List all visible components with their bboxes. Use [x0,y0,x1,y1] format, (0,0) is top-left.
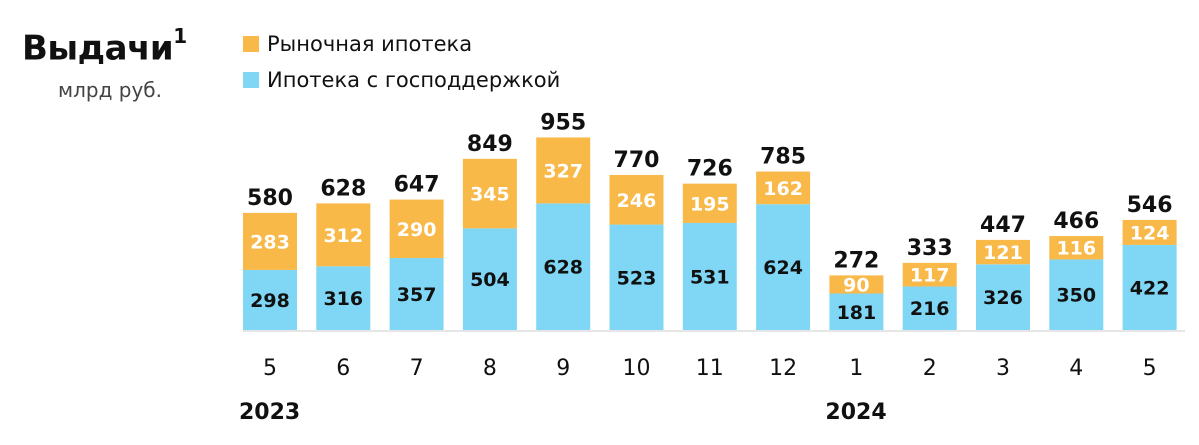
total-label-5: 770 [614,148,660,173]
total-label-10: 447 [980,213,1026,238]
value-label-state-5: 523 [617,267,657,289]
value-label-state-2: 357 [397,284,437,306]
bar-state-1 [316,266,371,330]
bar-market-6 [682,183,737,223]
bar-market-3 [462,158,517,229]
bar-state-6 [682,222,737,330]
bar-market-4 [536,137,591,204]
bar-state-9 [902,286,957,330]
year-label-2023: 2023 [239,400,301,425]
bar-state-4 [536,203,591,330]
value-label-state-12: 422 [1130,277,1170,299]
bar-state-2 [389,258,444,330]
value-label-market-0: 283 [250,231,290,253]
bar-state-0 [243,269,297,330]
x-tick-label-0: 5 [263,356,277,381]
legend-swatch-state [243,72,259,88]
value-label-state-0: 298 [250,290,290,312]
bar-market-9 [902,262,957,287]
value-label-state-8: 181 [837,302,877,324]
value-label-state-7: 624 [763,257,803,279]
x-tick-label-11: 4 [1069,356,1083,381]
total-label-3: 849 [467,132,513,157]
bar-market-7 [756,171,811,205]
value-label-state-6: 531 [690,266,730,288]
chart-title: Выдачи1 [22,24,187,69]
bar-market-2 [389,199,444,259]
value-label-market-4: 327 [543,160,583,182]
total-label-2: 647 [394,173,440,198]
total-label-6: 726 [687,157,733,182]
value-label-market-11: 116 [1056,238,1096,260]
total-label-8: 272 [833,248,879,273]
x-tick-label-10: 3 [996,356,1010,381]
value-label-market-7: 162 [763,178,803,200]
value-label-state-10: 326 [983,287,1023,309]
total-label-7: 785 [760,145,806,170]
value-label-market-3: 345 [470,184,510,206]
bar-market-0 [243,212,297,270]
bar-market-11 [1049,236,1104,260]
value-label-state-4: 628 [543,257,583,279]
value-label-market-9: 117 [910,265,950,287]
x-tick-label-2: 7 [410,356,424,381]
value-label-state-3: 504 [470,269,510,291]
total-label-1: 628 [320,176,366,201]
x-tick-label-1: 6 [336,356,350,381]
bar-state-8 [829,293,884,330]
year-label-2024: 2024 [825,400,887,425]
total-label-0: 580 [247,186,293,211]
bar-state-7 [756,204,811,330]
x-tick-label-9: 2 [923,356,937,381]
value-label-state-9: 216 [910,298,950,320]
bar-market-12 [1122,219,1177,245]
bar-state-5 [609,224,664,330]
value-label-market-8: 90 [843,274,869,296]
value-label-market-5: 246 [617,190,657,212]
value-label-market-12: 124 [1130,222,1170,244]
total-label-11: 466 [1053,209,1099,234]
value-label-market-2: 290 [397,219,437,241]
total-label-4: 955 [540,110,586,135]
units-label: млрд руб. [58,78,162,102]
legend-swatch-market [243,36,259,52]
total-label-9: 333 [907,236,953,261]
legend-label-market: Рыночная ипотека [267,32,473,56]
x-tick-label-8: 1 [849,356,863,381]
x-tick-label-7: 12 [769,356,797,381]
value-label-state-11: 350 [1056,285,1096,307]
title-footnote: 1 [173,24,187,48]
x-tick-label-4: 9 [556,356,570,381]
value-label-market-1: 312 [323,225,363,247]
x-tick-label-6: 11 [696,356,724,381]
bar-market-5 [609,174,664,225]
x-tick-label-3: 8 [483,356,497,381]
bar-market-1 [316,203,371,267]
title-text: Выдачи [22,28,174,69]
bar-market-10 [976,239,1030,265]
total-label-12: 546 [1127,193,1173,218]
legend-item-market: Рыночная ипотека [243,32,472,56]
bar-market-8 [829,275,884,294]
x-tick-label-12: 5 [1143,356,1157,381]
bar-state-11 [1049,259,1104,330]
legend-label-state: Ипотека с господдержкой [267,68,561,92]
legend-item-state: Ипотека с господдержкой [243,68,560,92]
bar-state-12 [1122,244,1177,330]
bar-state-10 [976,264,1030,330]
value-label-market-6: 195 [690,193,730,215]
value-label-market-10: 121 [983,242,1023,264]
x-tick-label-5: 10 [623,356,651,381]
value-label-state-1: 316 [323,288,363,310]
bar-state-3 [462,228,517,330]
